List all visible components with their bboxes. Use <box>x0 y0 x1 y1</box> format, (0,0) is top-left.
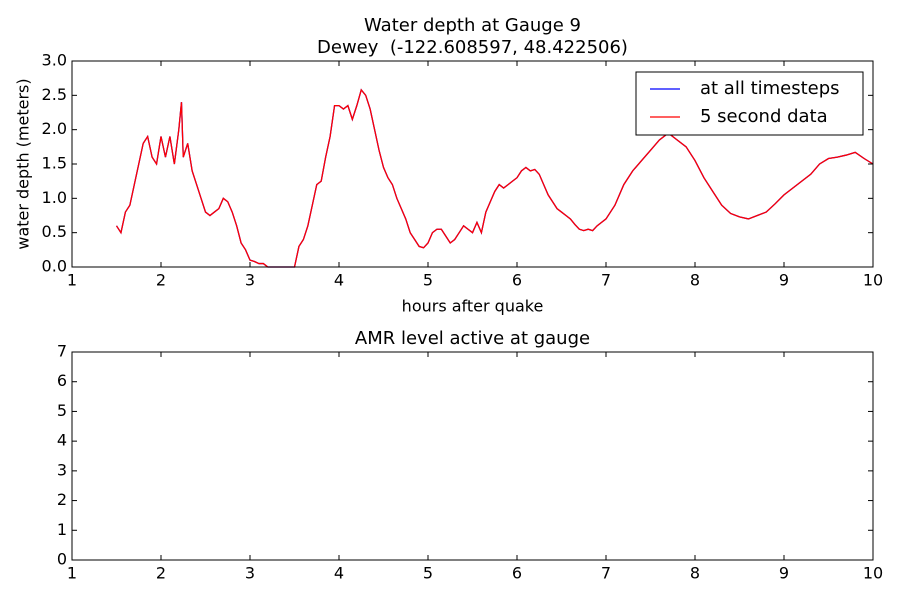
y-tick-label: 3 <box>57 460 67 479</box>
chart-title: AMR level active at gauge <box>355 328 590 349</box>
x-tick-label: 7 <box>601 271 611 290</box>
chart-title: Water depth at Gauge 9 <box>364 15 581 36</box>
x-tick-label: 10 <box>863 271 883 290</box>
x-tick-label: 2 <box>156 564 166 583</box>
y-tick-label: 0.0 <box>42 257 67 276</box>
y-tick-label: 5 <box>57 401 67 420</box>
x-tick-label: 5 <box>423 271 433 290</box>
x-tick-label: 1 <box>67 564 77 583</box>
axes-frame <box>71 351 874 561</box>
y-tick-label: 2.0 <box>42 119 67 138</box>
x-tick-label: 8 <box>690 564 700 583</box>
x-tick-label: 10 <box>863 564 883 583</box>
x-tick-label: 4 <box>334 271 344 290</box>
x-tick-label: 6 <box>512 564 522 583</box>
legend-label: at all timesteps <box>700 78 840 99</box>
legend-box <box>635 71 864 136</box>
y-tick-label: 2.5 <box>42 85 67 104</box>
y-tick-label: 7 <box>57 342 67 361</box>
y-tick-label: 1.0 <box>42 188 67 207</box>
axes-frame <box>71 60 874 268</box>
x-tick-label: 4 <box>334 564 344 583</box>
x-tick-label: 8 <box>690 271 700 290</box>
y-tick-label: 0 <box>57 550 67 569</box>
x-tick-label: 1 <box>67 271 77 290</box>
y-axis-label: water depth (meters) <box>14 78 33 249</box>
x-tick-label: 9 <box>779 564 789 583</box>
x-tick-label: 7 <box>601 564 611 583</box>
x-tick-label: 9 <box>779 271 789 290</box>
y-tick-label: 0.5 <box>42 222 67 241</box>
y-tick-label: 1 <box>57 520 67 539</box>
x-tick-label: 3 <box>245 271 255 290</box>
x-tick-label: 2 <box>156 271 166 290</box>
y-tick-label: 1.5 <box>42 154 67 173</box>
x-tick-label: 5 <box>423 564 433 583</box>
chart-subtitle: Dewey (-122.608597, 48.422506) <box>317 37 628 58</box>
y-tick-label: 4 <box>57 431 67 450</box>
y-tick-label: 3.0 <box>42 51 67 70</box>
y-tick-label: 6 <box>57 371 67 390</box>
x-tick-label: 3 <box>245 564 255 583</box>
legend-label: 5 second data <box>700 106 828 127</box>
y-tick-label: 2 <box>57 490 67 509</box>
x-tick-label: 6 <box>512 271 522 290</box>
x-axis-label: hours after quake <box>402 297 544 316</box>
